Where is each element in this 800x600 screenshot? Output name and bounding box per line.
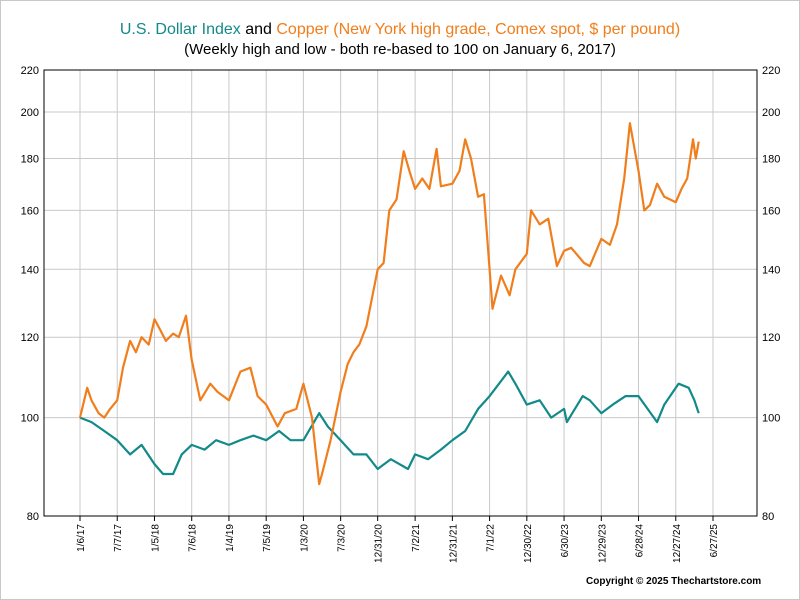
- y-tick-label-right: 200: [762, 107, 780, 119]
- x-tick-label: 6/30/23: [560, 524, 571, 558]
- x-tick-label: 7/7/17: [113, 524, 124, 552]
- x-tick-label: 6/28/24: [635, 524, 646, 558]
- series-line-copper: [78, 122, 700, 486]
- y-tick-label-left: 220: [21, 65, 39, 77]
- y-tick-label-right: 120: [762, 332, 780, 344]
- y-tick-label-left: 80: [27, 511, 39, 523]
- series-line-dollar-index: [79, 370, 700, 476]
- title-dollar-index: U.S. Dollar Index: [119, 21, 241, 38]
- x-tick-label: 12/30/22: [523, 524, 534, 563]
- x-tick-label: 12/27/24: [672, 524, 683, 563]
- y-tick-label-right: 180: [762, 153, 780, 165]
- y-tick-label-left: 160: [21, 205, 39, 217]
- x-tick-label: 1/5/18: [150, 524, 161, 552]
- y-tick-label-right: 220: [762, 65, 780, 77]
- x-tick-label: 7/3/20: [337, 524, 348, 552]
- y-tick-label-right: 80: [762, 511, 774, 523]
- title-copper: Copper (New York high grade, Comex spot,…: [276, 21, 681, 38]
- x-tick-label: 1/6/17: [76, 524, 87, 552]
- x-tick-label: 1/3/20: [299, 524, 310, 552]
- x-tick-label: 12/31/20: [374, 524, 385, 563]
- x-tick-label: 7/6/18: [188, 524, 199, 552]
- copyright-note: Copyright © 2025 Thechartstore.com: [586, 576, 762, 587]
- x-tick-label: 12/29/23: [597, 524, 608, 563]
- x-tick-label: 7/2/21: [411, 524, 422, 552]
- chart-title: U.S. Dollar Index and Copper (New York h…: [0, 20, 800, 40]
- x-tick-label: 7/1/22: [486, 524, 497, 552]
- y-tick-label-right: 100: [762, 413, 780, 425]
- y-tick-label-right: 160: [762, 205, 780, 217]
- plot-border: [43, 69, 758, 517]
- x-tick-label: 7/5/19: [262, 524, 273, 552]
- x-tick-label: 1/4/19: [225, 524, 236, 552]
- y-tick-label-left: 140: [21, 264, 39, 276]
- x-tick-label: 12/31/21: [448, 524, 459, 563]
- y-tick-label-left: 120: [21, 332, 39, 344]
- y-tick-label-left: 200: [21, 107, 39, 119]
- x-tick-label: 6/27/25: [709, 524, 720, 558]
- chart-subtitle: (Weekly high and low - both re-based to …: [184, 41, 616, 58]
- y-tick-label-left: 180: [21, 153, 39, 165]
- y-tick-label-left: 100: [21, 413, 39, 425]
- title-and: and: [240, 21, 277, 38]
- y-tick-label-right: 140: [762, 264, 780, 276]
